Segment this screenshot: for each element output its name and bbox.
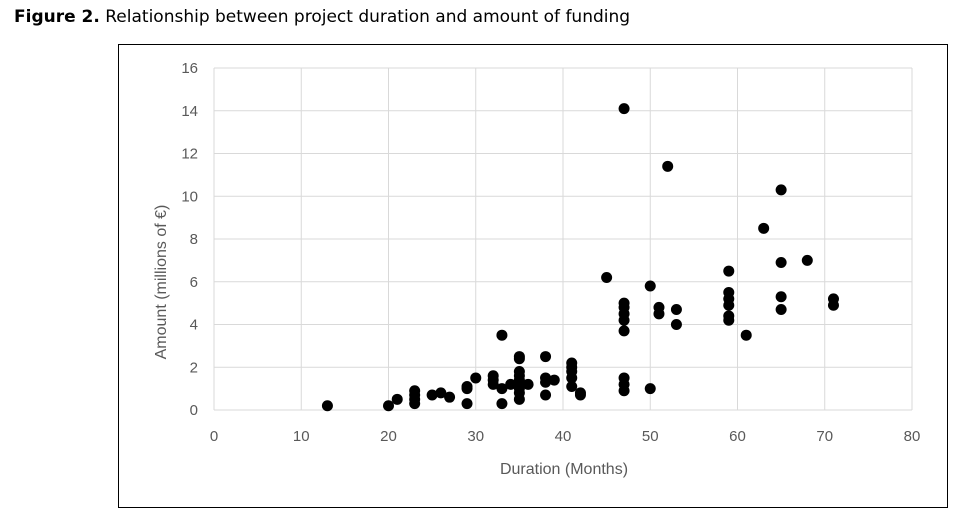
data-point	[644, 280, 656, 292]
data-point	[801, 254, 813, 266]
x-tick-label: 0	[210, 428, 218, 445]
data-point	[758, 222, 770, 234]
data-point	[740, 329, 752, 341]
data-point	[461, 380, 473, 392]
y-axis-title: Amount (millions of €)	[153, 205, 170, 360]
data-point	[505, 378, 517, 390]
y-tick-label: 10	[181, 188, 198, 205]
data-point	[513, 366, 525, 378]
figure-caption: Figure 2. Relationship between project d…	[14, 7, 630, 27]
data-point	[723, 310, 735, 322]
x-tick-label: 10	[293, 428, 310, 445]
data-points	[321, 103, 839, 412]
x-tick-label: 20	[380, 428, 397, 445]
data-point	[540, 351, 552, 363]
y-tick-label: 0	[190, 402, 198, 419]
data-point	[470, 372, 482, 384]
y-tick-label: 4	[190, 317, 198, 334]
y-tick-labels: 0 2 4 6 8 10 12 14 16	[181, 60, 198, 419]
data-point	[775, 304, 787, 316]
data-point	[496, 329, 508, 341]
x-tick-label: 70	[816, 428, 833, 445]
data-point	[321, 400, 333, 412]
data-point	[644, 383, 656, 395]
data-point	[548, 374, 560, 386]
data-point	[670, 304, 682, 316]
data-point	[426, 389, 438, 401]
data-point	[775, 184, 787, 196]
chart-frame	[118, 44, 948, 508]
data-point	[601, 271, 613, 283]
data-point	[723, 286, 735, 298]
data-point	[670, 319, 682, 330]
data-point	[566, 357, 578, 369]
x-tick-label: 50	[642, 428, 659, 445]
data-point	[775, 291, 787, 303]
data-point	[409, 385, 421, 397]
x-tick-label: 60	[729, 428, 746, 445]
data-point	[444, 391, 456, 403]
data-point	[618, 325, 630, 337]
x-tick-label: 80	[904, 428, 921, 445]
x-tick-label: 30	[467, 428, 484, 445]
data-point	[496, 398, 508, 410]
data-point	[662, 160, 674, 172]
data-point	[723, 265, 735, 277]
data-point	[618, 297, 630, 309]
data-point	[540, 372, 552, 384]
data-point	[487, 370, 499, 382]
data-point	[461, 398, 473, 410]
y-tick-label: 12	[181, 146, 198, 163]
data-point	[574, 387, 586, 399]
data-point	[391, 393, 403, 405]
y-tick-label: 8	[190, 231, 198, 248]
data-point	[653, 301, 665, 313]
data-point	[435, 387, 447, 399]
x-axis-title: Duration (Months)	[500, 461, 628, 478]
y-tick-label: 16	[181, 60, 198, 77]
y-tick-label: 2	[190, 359, 198, 376]
data-point	[827, 293, 839, 305]
data-point	[618, 103, 630, 115]
data-point	[775, 257, 787, 269]
data-point	[513, 351, 525, 363]
grid-lines	[213, 67, 913, 411]
data-point	[566, 380, 578, 392]
data-point	[383, 400, 394, 412]
y-tick-label: 14	[181, 103, 198, 120]
figure-label: Figure 2.	[14, 7, 100, 27]
data-point	[496, 383, 508, 395]
data-point	[522, 378, 534, 390]
y-tick-label: 6	[190, 274, 198, 291]
figure-title: Relationship between project duration an…	[105, 7, 631, 27]
data-point	[540, 389, 552, 401]
data-point	[618, 372, 630, 384]
x-tick-label: 40	[555, 428, 572, 445]
x-tick-labels: 0 10 20 30 40 50 60 70 80	[210, 428, 921, 445]
